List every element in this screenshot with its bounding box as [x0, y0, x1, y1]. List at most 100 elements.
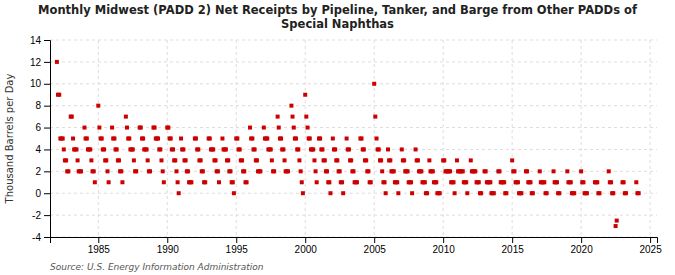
point — [270, 158, 274, 162]
point — [299, 169, 303, 173]
point — [250, 137, 254, 141]
point — [484, 169, 488, 173]
point — [461, 169, 465, 173]
point — [634, 180, 638, 184]
point — [366, 169, 370, 173]
x-tick-label: 2015 — [502, 244, 525, 255]
point — [455, 158, 459, 162]
point — [314, 169, 318, 173]
point — [565, 169, 569, 173]
point — [384, 191, 388, 195]
point — [96, 104, 100, 108]
y-tick: 6 — [35, 122, 50, 133]
point — [545, 191, 549, 195]
grid-line-y — [50, 193, 657, 194]
point — [542, 180, 546, 184]
point — [279, 137, 283, 141]
point — [333, 147, 337, 151]
y-tick-label: 6 — [35, 122, 41, 133]
point — [141, 137, 145, 141]
x-tick-mark — [512, 237, 513, 243]
point — [156, 137, 160, 141]
point — [419, 169, 423, 173]
point — [199, 158, 203, 162]
point — [320, 147, 324, 151]
y-tick-mark — [44, 84, 50, 85]
x-tick: 2020 — [571, 237, 594, 255]
point — [380, 169, 384, 173]
point — [117, 158, 121, 162]
point — [300, 180, 304, 184]
y-tick: -2 — [32, 210, 50, 221]
point — [438, 191, 442, 195]
point — [557, 191, 561, 195]
y-tick-mark — [44, 171, 50, 172]
grid-line-x — [650, 40, 651, 237]
point — [240, 158, 244, 162]
point — [235, 137, 239, 141]
point — [132, 158, 136, 162]
y-tick: -4 — [32, 232, 50, 243]
point — [269, 147, 273, 151]
point — [622, 180, 626, 184]
point — [232, 191, 236, 195]
point — [57, 93, 61, 97]
point — [186, 169, 190, 173]
point — [375, 137, 379, 141]
point — [71, 137, 75, 141]
point — [528, 180, 532, 184]
point — [325, 169, 329, 173]
x-tick: 1990 — [157, 237, 180, 255]
y-axis-line — [44, 41, 51, 238]
point — [538, 169, 542, 173]
point — [409, 180, 413, 184]
point — [479, 191, 483, 195]
point — [104, 158, 108, 162]
point — [477, 180, 481, 184]
point — [502, 180, 506, 184]
point — [423, 180, 427, 184]
y-tick: 12 — [30, 57, 50, 68]
point — [70, 115, 74, 119]
x-tick-label: 1985 — [88, 244, 111, 255]
x-tick: 1985 — [88, 237, 111, 255]
grid-line-y — [50, 215, 657, 216]
point — [452, 180, 456, 184]
point — [301, 191, 305, 195]
point — [211, 147, 215, 151]
point — [402, 158, 406, 162]
point — [392, 169, 396, 173]
point — [345, 137, 349, 141]
point — [427, 158, 431, 162]
point — [569, 180, 573, 184]
point — [203, 180, 207, 184]
point — [106, 169, 110, 173]
point — [127, 137, 131, 141]
point — [173, 158, 177, 162]
point — [134, 169, 138, 173]
point — [323, 158, 327, 162]
point — [220, 137, 224, 141]
y-tick-label: -2 — [32, 210, 41, 221]
y-tick: 4 — [35, 144, 50, 155]
point — [615, 219, 619, 223]
x-tick-label: 1990 — [157, 244, 180, 255]
x-tick: 2025 — [639, 237, 662, 255]
point — [400, 147, 404, 151]
x-tick: 2000 — [295, 237, 318, 255]
point — [442, 158, 446, 162]
grid-line-y — [50, 83, 657, 84]
point — [609, 180, 613, 184]
point — [377, 147, 381, 151]
point — [179, 137, 183, 141]
point — [112, 137, 116, 141]
point — [519, 191, 523, 195]
point — [306, 126, 310, 130]
point — [175, 169, 179, 173]
point — [315, 180, 319, 184]
y-tick-mark — [44, 149, 50, 150]
point — [62, 147, 66, 151]
point — [242, 169, 246, 173]
grid-line-y — [50, 61, 657, 62]
point — [637, 191, 641, 195]
